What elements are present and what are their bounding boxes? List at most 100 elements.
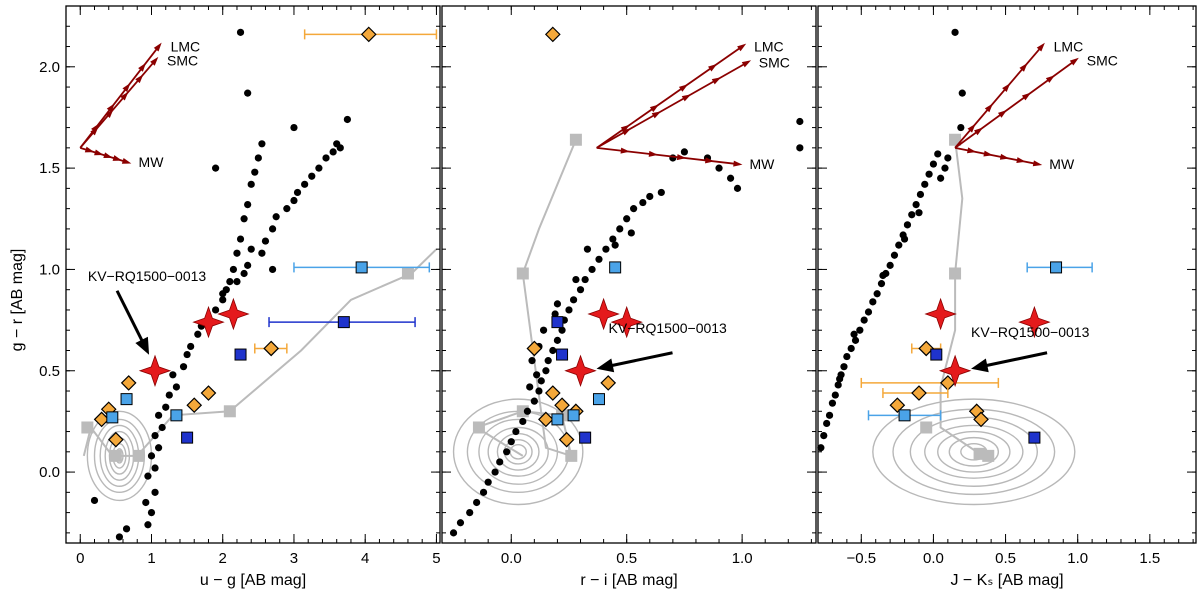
- star-point: [581, 275, 589, 284]
- density-contour: [509, 444, 527, 460]
- star-point: [544, 357, 552, 365]
- star-point: [944, 154, 952, 162]
- reddening-marker: [621, 128, 632, 136]
- star-point: [530, 397, 538, 405]
- star-point: [796, 144, 804, 152]
- star-point: [233, 249, 241, 257]
- lightblue-point: [551, 413, 564, 426]
- reddening-marker: [676, 154, 687, 161]
- x-tick-label: 1.5: [1139, 550, 1160, 567]
- star-point: [329, 148, 337, 156]
- star-point: [733, 184, 742, 192]
- reddening-marker: [120, 91, 129, 101]
- x-tick-label: 0: [76, 550, 84, 567]
- lightblue-point: [1050, 261, 1063, 274]
- star-point: [315, 164, 323, 172]
- darkblue-point: [930, 348, 943, 361]
- reddening-marker: [1036, 42, 1045, 52]
- target-point: [1018, 305, 1051, 339]
- star-point: [820, 432, 828, 440]
- star-point: [851, 336, 860, 344]
- darkblue-point: [181, 431, 194, 444]
- lightblue-point: [170, 409, 183, 422]
- reddening-label-smc: SMC: [167, 53, 198, 69]
- target-arrow: [115, 290, 145, 343]
- star-point: [537, 377, 545, 385]
- reddening-marker: [105, 109, 114, 118]
- star-point: [595, 255, 603, 263]
- star-point: [796, 117, 804, 126]
- reddening-marker: [90, 126, 99, 136]
- target-point: [217, 297, 250, 331]
- reddening-vector-lmc: [596, 45, 743, 149]
- target-annotation: KV−RQ1500−0013: [88, 268, 207, 284]
- reddening-marker: [1021, 92, 1031, 101]
- reddening-marker: [681, 94, 692, 102]
- reddening-marker: [150, 56, 159, 66]
- reddening-marker: [620, 147, 630, 154]
- star-point: [630, 205, 638, 213]
- x-tick-label: 0.5: [995, 550, 1016, 567]
- x-tick-label: 1.0: [732, 550, 753, 567]
- star-point: [512, 427, 520, 436]
- target-point: [938, 354, 972, 388]
- star-point: [151, 432, 159, 440]
- star-point: [473, 498, 481, 507]
- star-point: [542, 367, 550, 375]
- star-point: [479, 488, 488, 496]
- star-point: [533, 371, 541, 379]
- star-point: [247, 245, 255, 253]
- reddening-marker: [997, 110, 1008, 118]
- star-point: [155, 411, 163, 419]
- lightblue-point: [355, 261, 368, 274]
- orange-point: [911, 385, 927, 401]
- model-track-point: [973, 447, 986, 460]
- model-track-line: [82, 248, 438, 457]
- star-point: [268, 265, 277, 274]
- reddening-marker: [1045, 75, 1055, 83]
- reddening-marker: [983, 150, 993, 157]
- star-point: [879, 271, 887, 280]
- orange-point: [554, 397, 570, 414]
- star-point: [240, 215, 248, 223]
- star-point: [456, 519, 465, 527]
- density-contour: [487, 426, 549, 477]
- density-contour: [909, 416, 1038, 487]
- star-point: [576, 286, 585, 294]
- star-point: [219, 296, 227, 304]
- star-point: [553, 300, 562, 308]
- reddening-marker: [649, 104, 659, 113]
- star-point: [903, 221, 912, 229]
- star-point: [194, 330, 202, 338]
- axes-frame: [817, 5, 1197, 544]
- reddening-marker: [678, 84, 689, 92]
- model-track-point: [949, 267, 962, 280]
- star-point: [908, 211, 916, 219]
- star-point: [680, 148, 689, 156]
- reddening-marker: [1002, 83, 1011, 93]
- star-point: [142, 498, 150, 507]
- x-axis-label: r − i [AB mag]: [580, 572, 677, 589]
- star-point: [229, 265, 238, 274]
- star-point: [151, 464, 159, 472]
- reddening-marker: [651, 111, 662, 119]
- orange-point: [538, 411, 554, 428]
- star-point: [526, 383, 534, 391]
- star-point: [957, 123, 965, 132]
- reddening-marker: [94, 149, 104, 156]
- star-point: [831, 391, 839, 399]
- star-point: [646, 192, 654, 201]
- star-point: [212, 306, 220, 314]
- star-point: [147, 452, 156, 460]
- star-point: [144, 521, 152, 529]
- model-track-point: [949, 133, 962, 146]
- star-point: [169, 371, 177, 379]
- model-track-point: [109, 449, 122, 462]
- star-point: [726, 174, 735, 182]
- star-point: [860, 316, 868, 324]
- orange-point: [558, 431, 575, 448]
- orange-point: [200, 385, 217, 401]
- star-point: [836, 375, 844, 383]
- star-point: [322, 154, 330, 162]
